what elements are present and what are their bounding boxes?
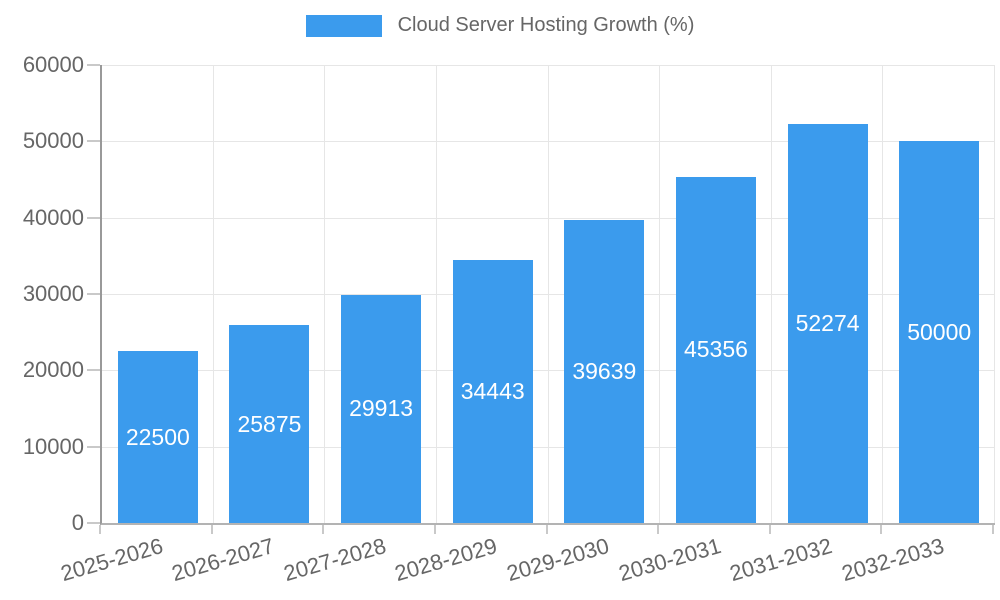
x-axis-tick xyxy=(210,525,213,534)
y-axis-tick xyxy=(87,522,100,524)
x-gridline xyxy=(882,65,884,523)
x-gridline xyxy=(659,65,661,523)
x-axis-label: 2027-2028 xyxy=(280,533,389,587)
x-axis-tick xyxy=(545,525,548,534)
y-gridline xyxy=(102,65,995,66)
bar-2031-2032[interactable]: 52274 xyxy=(787,123,868,523)
x-gridline xyxy=(994,65,995,523)
y-gridline xyxy=(102,141,995,143)
x-gridline xyxy=(212,65,214,523)
legend-swatch-icon xyxy=(305,14,382,37)
bar-2028-2029[interactable]: 34443 xyxy=(452,260,533,523)
x-gridline xyxy=(324,65,326,523)
x-axis-tick xyxy=(657,525,660,534)
bar-2032-2033[interactable]: 50000 xyxy=(899,141,980,523)
x-axis-tick xyxy=(322,525,325,534)
y-axis-label: 30000 xyxy=(22,281,84,306)
y-axis-label: 50000 xyxy=(22,128,84,154)
x-axis-label: 2028-2029 xyxy=(392,533,501,587)
bar-value-label: 29913 xyxy=(349,395,414,422)
y-axis-label: 20000 xyxy=(22,357,84,383)
y-axis-tick xyxy=(87,64,100,66)
bar-2030-2031[interactable]: 45356 xyxy=(675,176,756,523)
bar-2027-2028[interactable]: 29913 xyxy=(341,294,422,523)
x-axis-label: 2030-2031 xyxy=(615,533,724,587)
bar-value-label: 25875 xyxy=(237,410,302,437)
y-axis-tick xyxy=(87,445,100,448)
bar-2029-2030[interactable]: 39639 xyxy=(564,220,645,523)
x-axis-label: 2031-2032 xyxy=(727,533,836,587)
legend-item-label[interactable]: Cloud Server Hosting Growth (%) xyxy=(397,14,695,36)
legend: Cloud Server Hosting Growth (%) xyxy=(0,14,1000,37)
x-axis-tick xyxy=(433,525,436,534)
plot-area: 22500 25875 29913 34443 39639 45356 52274 50000 xyxy=(100,65,995,525)
y-gridline xyxy=(102,446,995,448)
bar-value-label: 52274 xyxy=(795,309,860,336)
x-axis-label: 2032-2033 xyxy=(838,533,947,587)
x-gridline xyxy=(770,65,772,523)
bar-value-label: 39639 xyxy=(572,358,637,385)
bar-value-label: 45356 xyxy=(683,336,748,363)
y-axis-tick xyxy=(87,216,100,219)
x-axis-label: 2025-2026 xyxy=(57,533,166,587)
bar-value-label: 50000 xyxy=(907,318,972,345)
y-axis-tick xyxy=(87,293,100,295)
x-axis-tick xyxy=(99,525,101,534)
y-axis-label: 40000 xyxy=(22,204,84,230)
y-gridline xyxy=(102,217,995,219)
bar-2025-2026[interactable]: 22500 xyxy=(117,351,198,523)
y-axis-tick xyxy=(87,369,100,372)
y-axis-label: 60000 xyxy=(22,52,84,77)
x-gridline xyxy=(435,65,437,523)
x-axis-tick xyxy=(992,525,994,534)
x-axis-tick xyxy=(768,525,771,534)
bar-value-label: 34443 xyxy=(460,378,525,405)
y-axis-label: 0 xyxy=(71,510,84,535)
bar-value-label: 22500 xyxy=(125,423,190,450)
x-axis-label: 2026-2027 xyxy=(169,533,278,587)
y-axis-label: 10000 xyxy=(22,433,84,459)
bar-2026-2027[interactable]: 25875 xyxy=(229,325,310,523)
y-gridline xyxy=(102,294,995,295)
x-axis-label: 2029-2030 xyxy=(503,533,612,587)
x-gridline xyxy=(547,65,549,523)
y-axis-tick xyxy=(87,140,100,143)
y-gridline xyxy=(102,370,995,372)
x-axis-tick xyxy=(880,525,883,534)
